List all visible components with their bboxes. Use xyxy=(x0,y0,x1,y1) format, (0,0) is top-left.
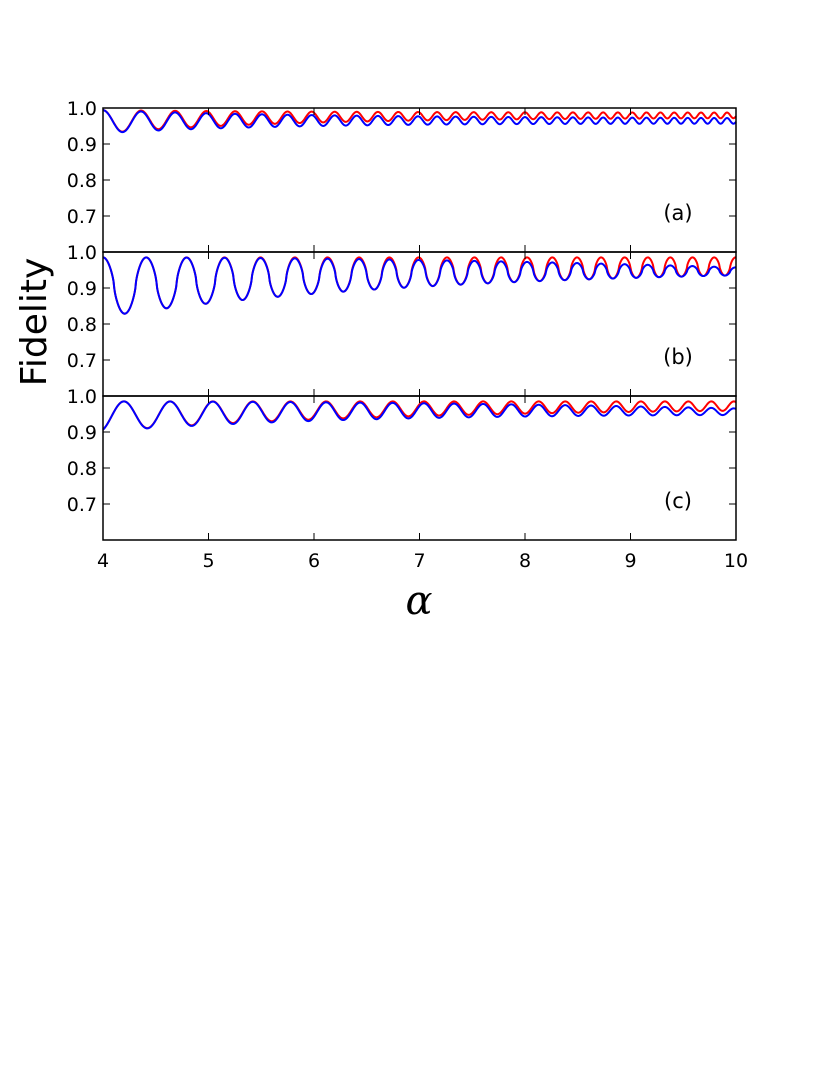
y-tick-label: 0.9 xyxy=(67,278,97,300)
x-tick-label: 5 xyxy=(202,550,214,572)
x-tick-label: 4 xyxy=(97,550,109,572)
series-red-line xyxy=(102,256,737,315)
y-tick-label: 0.7 xyxy=(67,494,97,516)
x-tick-label: 9 xyxy=(624,550,636,572)
y-tick-label: 0.9 xyxy=(67,422,97,444)
panel-label: (b) xyxy=(663,345,693,369)
y-tick-label: 1.0 xyxy=(67,242,97,264)
panel-label: (a) xyxy=(663,201,692,225)
panel-1: 0.7 0.8 0.9 1.0 (a) xyxy=(67,98,737,253)
panel-label: (c) xyxy=(664,489,692,513)
panels: 0.7 0.8 0.9 1.0 (a) 0.7 0.8 0.9 1.0 (b) 0.7 0.8 0.9 1… xyxy=(67,98,748,572)
panel-2: 0.7 0.8 0.9 1.0 (b) xyxy=(67,242,737,397)
plot-frame xyxy=(102,107,737,253)
y-axis-label: Fidelity xyxy=(14,258,55,387)
x-tick-label: 10 xyxy=(724,550,748,572)
panel-3: 0.7 0.8 0.9 1.0 4 5 6 7 8 9 10 (c) xyxy=(67,386,748,572)
y-tick-label: 0.8 xyxy=(67,458,97,480)
x-tick-label: 8 xyxy=(519,550,531,572)
x-tick-label: 6 xyxy=(308,550,320,572)
y-tick-label: 0.8 xyxy=(67,170,97,192)
y-tick-label: 0.8 xyxy=(67,314,97,336)
y-tick-label: 0.7 xyxy=(67,350,97,372)
plot-frame xyxy=(102,395,737,541)
y-tick-label: 0.7 xyxy=(67,206,97,228)
y-tick-label: 1.0 xyxy=(67,386,97,408)
series-blue-line xyxy=(102,400,737,431)
x-axis-label: α xyxy=(405,578,432,624)
series-blue-line xyxy=(102,256,737,315)
x-tick-label: 7 xyxy=(413,550,425,572)
y-tick-label: 1.0 xyxy=(67,98,97,120)
y-tick-label: 0.9 xyxy=(67,134,97,156)
